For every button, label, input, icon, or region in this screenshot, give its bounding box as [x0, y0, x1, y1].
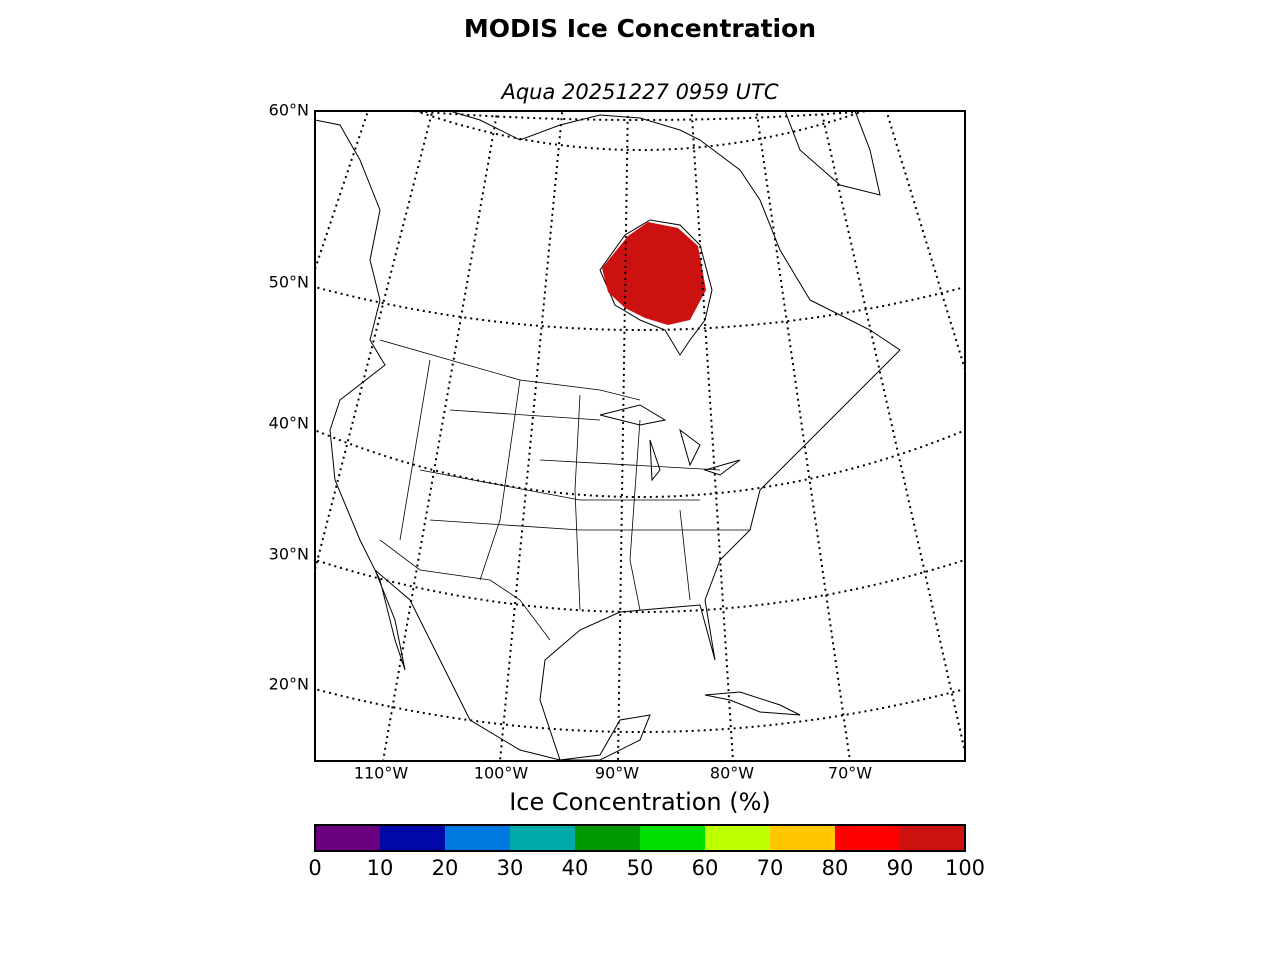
- lat-label: 60°N: [269, 101, 309, 120]
- colorbar-tick-label: 80: [822, 856, 849, 880]
- lon-label: 100°W: [474, 764, 529, 783]
- colorbar-tick-label: 40: [562, 856, 589, 880]
- colorbar-segment: [835, 825, 900, 851]
- title: MODIS Ice Concentration: [464, 14, 816, 43]
- great-lakes: [599, 404, 741, 482]
- colorbar-label: Ice Concentration (%): [509, 788, 771, 816]
- lon-label: 110°W: [354, 764, 409, 783]
- parallel: [315, 687, 965, 733]
- lon-label: 70°W: [828, 764, 872, 783]
- sea-ice: [602, 222, 706, 325]
- lat-label: 40°N: [269, 414, 309, 433]
- cuba: [704, 691, 801, 716]
- colorbar-segment: [445, 825, 510, 851]
- colorbar-tick-label: 70: [757, 856, 784, 880]
- colorbar-tick-label: 90: [887, 856, 914, 880]
- subtitle: Aqua 20251227 0959 UTC: [499, 80, 778, 104]
- colorbar-segment: [770, 825, 835, 851]
- map-frame: [314, 110, 966, 762]
- parallel: [315, 429, 965, 498]
- colorbar-segment: [510, 825, 575, 851]
- coastline: [315, 111, 901, 761]
- map: [315, 111, 965, 761]
- colorbar-tick-label: 100: [945, 856, 985, 880]
- colorbar-segment: [575, 825, 640, 851]
- colorbar-segment: [315, 825, 380, 851]
- colorbar-tick-label: 10: [367, 856, 394, 880]
- colorbar-segment: [380, 825, 445, 851]
- lat-label: 20°N: [269, 675, 309, 694]
- lon-label: 80°W: [710, 764, 754, 783]
- parallel: [315, 285, 965, 331]
- meridian: [498, 111, 564, 761]
- colorbar-tick-label: 60: [692, 856, 719, 880]
- borders: [379, 339, 750, 641]
- lat-label: 30°N: [269, 545, 309, 564]
- colorbar-segment: [705, 825, 770, 851]
- colorbar-tick-label: 50: [627, 856, 654, 880]
- meridian: [616, 111, 629, 761]
- colorbar-tick-label: 0: [308, 856, 321, 880]
- greenland: [784, 111, 881, 196]
- lat-label: 50°N: [269, 273, 309, 292]
- parallel: [413, 111, 867, 151]
- colorbar-segment: [640, 825, 705, 851]
- colorbar-frame: [314, 824, 966, 852]
- colorbar-tick-label: 30: [497, 856, 524, 880]
- lon-label: 90°W: [595, 764, 639, 783]
- colorbar-tick-label: 20: [432, 856, 459, 880]
- colorbar-segment: [900, 825, 965, 851]
